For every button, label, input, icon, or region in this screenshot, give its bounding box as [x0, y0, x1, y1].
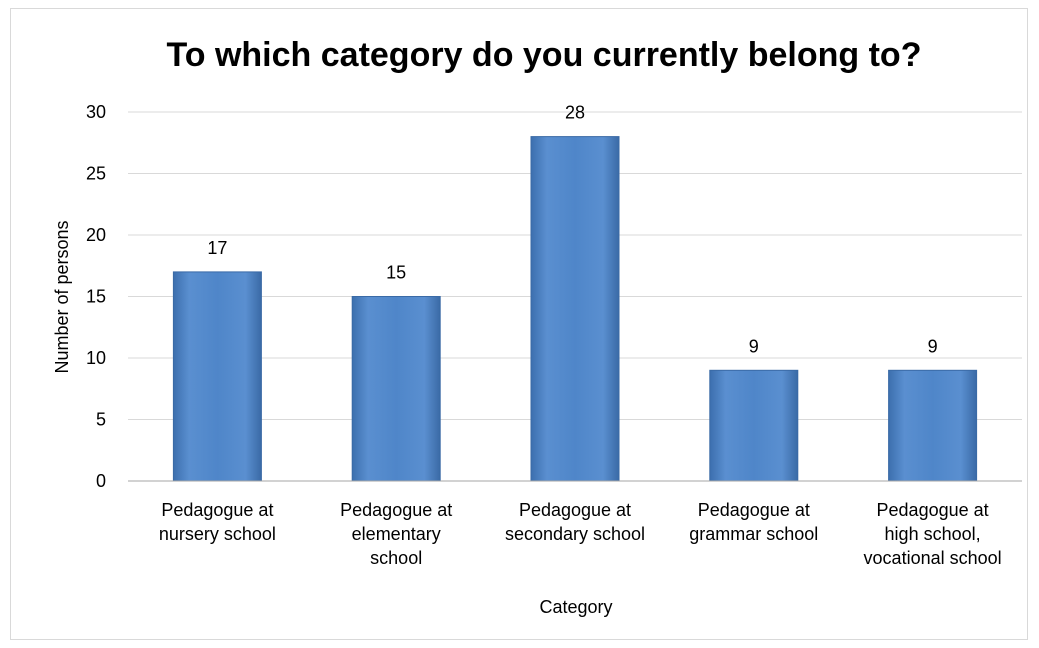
- x-tick-label: Pedagogue at nursery school: [159, 500, 276, 544]
- y-axis-ticks: 0 5 10 15 20 25 30: [86, 102, 106, 491]
- data-label: 9: [928, 336, 938, 356]
- x-axis-title: Category: [539, 597, 612, 617]
- bar: [352, 297, 440, 482]
- x-tick-label: Pedagogue at high school, vocational schoo…: [864, 500, 1002, 568]
- bar: [889, 370, 977, 481]
- y-tick-label: 15: [86, 287, 106, 307]
- data-label: 17: [207, 238, 227, 258]
- y-tick-label: 5: [96, 410, 106, 430]
- y-tick-label: 0: [96, 471, 106, 491]
- y-axis-title: Number of persons: [52, 220, 72, 373]
- y-tick-label: 25: [86, 164, 106, 184]
- chart-title: To which category do you currently belon…: [167, 36, 922, 74]
- y-tick-label: 20: [86, 225, 106, 245]
- bars: [173, 137, 976, 481]
- bar: [173, 272, 261, 481]
- x-tick-label: Pedagogue at grammar school: [689, 500, 818, 544]
- data-label: 28: [565, 103, 585, 123]
- y-tick-label: 10: [86, 348, 106, 368]
- data-label: 9: [749, 336, 759, 356]
- x-tick-label: Pedagogue at elementary school: [340, 500, 452, 568]
- y-tick-label: 30: [86, 102, 106, 122]
- x-axis-category-labels: Pedagogue at nursery school Pedagogue at el…: [159, 500, 1002, 568]
- data-label: 15: [386, 263, 406, 283]
- bar: [710, 370, 798, 481]
- bar: [531, 137, 619, 481]
- x-tick-label: Pedagogue at secondary school: [505, 500, 645, 544]
